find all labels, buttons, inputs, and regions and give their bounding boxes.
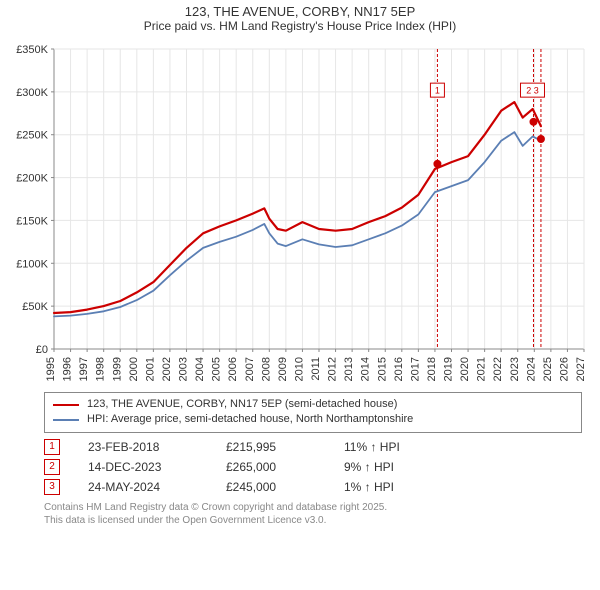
legend-item: 123, THE AVENUE, CORBY, NN17 5EP (semi-d… — [53, 397, 573, 412]
sale-row: 2 14-DEC-2023 £265,000 9% ↑ HPI — [44, 457, 582, 477]
chart-subtitle: Price paid vs. HM Land Registry's House … — [0, 19, 600, 33]
svg-text:2016: 2016 — [393, 357, 405, 381]
svg-text:2002: 2002 — [161, 357, 173, 381]
svg-text:2025: 2025 — [542, 357, 554, 381]
chart-title: 123, THE AVENUE, CORBY, NN17 5EP — [0, 4, 600, 19]
svg-text:2018: 2018 — [426, 357, 438, 381]
svg-text:£250K: £250K — [16, 130, 48, 142]
page-container: 123, THE AVENUE, CORBY, NN17 5EP Price p… — [0, 0, 600, 590]
svg-text:2004: 2004 — [194, 357, 206, 381]
legend-item: HPI: Average price, semi-detached house,… — [53, 412, 573, 427]
svg-text:2013: 2013 — [343, 357, 355, 381]
svg-text:2 3: 2 3 — [526, 86, 539, 96]
svg-text:£350K: £350K — [16, 44, 48, 56]
sale-date: 24-MAY-2024 — [88, 480, 198, 494]
sale-row: 3 24-MAY-2024 £245,000 1% ↑ HPI — [44, 477, 582, 497]
svg-text:2001: 2001 — [144, 357, 156, 381]
footer-line-2: This data is licensed under the Open Gov… — [44, 514, 582, 527]
chart-area: £0 £50K £100K £150K £200K £250K £300K £350K 1995… — [8, 43, 592, 386]
sale-marker-box: 2 — [44, 459, 60, 475]
svg-text:£0: £0 — [36, 344, 48, 356]
svg-text:2003: 2003 — [178, 357, 190, 381]
svg-text:1995: 1995 — [45, 357, 57, 381]
svg-text:2020: 2020 — [459, 357, 471, 381]
sale-row: 1 23-FEB-2018 £215,995 11% ↑ HPI — [44, 437, 582, 457]
svg-text:2009: 2009 — [277, 357, 289, 381]
svg-text:2022: 2022 — [492, 357, 504, 381]
svg-text:£300K: £300K — [16, 87, 48, 99]
legend-swatch — [53, 419, 79, 421]
sale-hpi-delta: 1% ↑ HPI — [344, 480, 434, 494]
sale-marker-box: 3 — [44, 479, 60, 495]
svg-text:2012: 2012 — [327, 357, 339, 381]
sale-date: 14-DEC-2023 — [88, 460, 198, 474]
svg-text:2027: 2027 — [575, 357, 587, 381]
sale-hpi-delta: 9% ↑ HPI — [344, 460, 434, 474]
sales-table: 1 23-FEB-2018 £215,995 11% ↑ HPI 2 14-DEC-202… — [44, 437, 582, 497]
svg-text:2005: 2005 — [211, 357, 223, 381]
legend-label: 123, THE AVENUE, CORBY, NN17 5EP (semi-d… — [87, 397, 397, 412]
sale-date: 23-FEB-2018 — [88, 440, 198, 454]
svg-text:2023: 2023 — [509, 357, 521, 381]
sale-price: £215,995 — [226, 440, 316, 454]
legend-swatch — [53, 404, 79, 406]
sale-hpi-delta: 11% ↑ HPI — [344, 440, 434, 454]
footer-line-1: Contains HM Land Registry data © Crown c… — [44, 501, 582, 514]
svg-text:1996: 1996 — [62, 357, 74, 381]
svg-text:2014: 2014 — [360, 357, 372, 381]
svg-text:2019: 2019 — [443, 357, 455, 381]
svg-text:2006: 2006 — [227, 357, 239, 381]
svg-text:£50K: £50K — [22, 301, 48, 313]
svg-text:2007: 2007 — [244, 357, 256, 381]
legend-label: HPI: Average price, semi-detached house,… — [87, 412, 413, 427]
svg-text:1998: 1998 — [95, 357, 107, 381]
svg-text:2010: 2010 — [293, 357, 305, 381]
svg-text:1999: 1999 — [111, 357, 123, 381]
svg-text:£150K: £150K — [16, 215, 48, 227]
svg-text:£200K: £200K — [16, 173, 48, 185]
svg-text:2011: 2011 — [310, 357, 322, 381]
svg-text:£100K: £100K — [16, 258, 48, 270]
sale-price: £245,000 — [226, 480, 316, 494]
svg-text:2026: 2026 — [558, 357, 570, 381]
sale-price: £265,000 — [226, 460, 316, 474]
legend: 123, THE AVENUE, CORBY, NN17 5EP (semi-d… — [44, 392, 582, 433]
title-block: 123, THE AVENUE, CORBY, NN17 5EP Price p… — [0, 0, 600, 35]
svg-text:2008: 2008 — [260, 357, 272, 381]
svg-text:1: 1 — [435, 86, 440, 96]
footer-attribution: Contains HM Land Registry data © Crown c… — [44, 501, 582, 527]
svg-text:2024: 2024 — [525, 357, 537, 381]
line-chart: £0 £50K £100K £150K £200K £250K £300K £350K 1995… — [8, 43, 592, 383]
svg-text:2015: 2015 — [376, 357, 388, 381]
svg-text:2000: 2000 — [128, 357, 140, 381]
svg-text:2017: 2017 — [409, 357, 421, 381]
svg-text:1997: 1997 — [78, 357, 90, 381]
svg-text:2021: 2021 — [476, 357, 488, 381]
sale-marker-box: 1 — [44, 439, 60, 455]
